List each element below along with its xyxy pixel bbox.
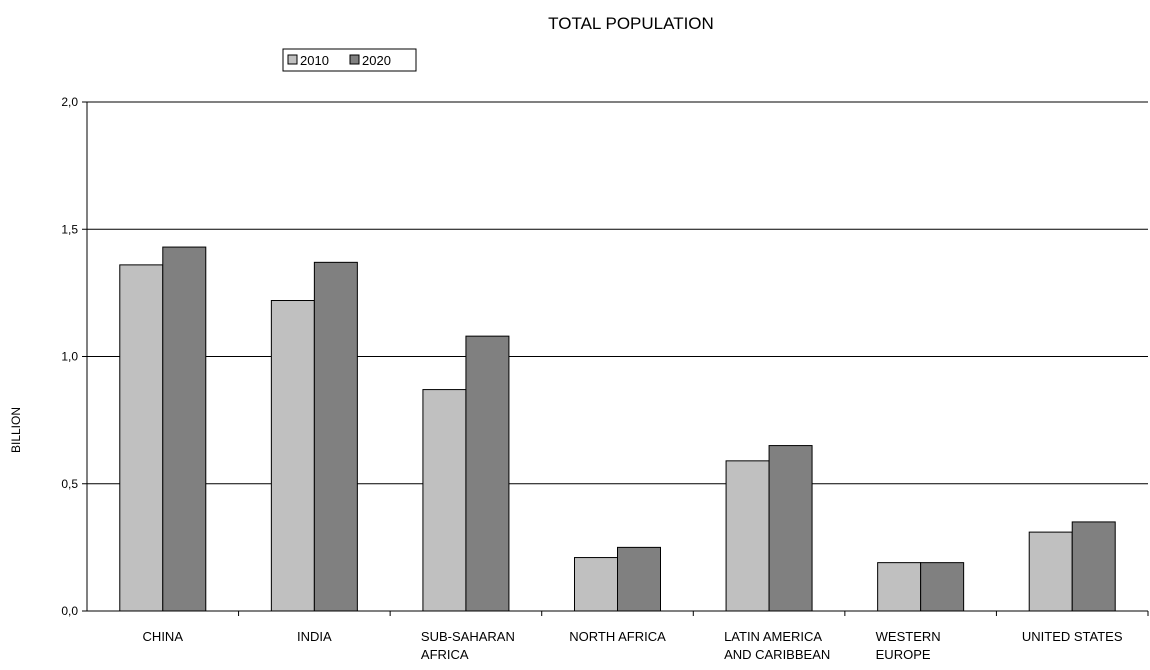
x-tick-label: NORTH AFRICA — [569, 629, 666, 644]
x-tick-label: UNITED STATES — [1022, 629, 1123, 644]
legend-swatch-2010 — [287, 54, 298, 65]
legend: 2010 2020 — [282, 48, 417, 72]
x-tick-labels: CHINA INDIA SUB-SAHARAN AFRICA NORTH AFRICA L… — [143, 629, 1123, 662]
y-tick-label: 0,5 — [61, 477, 78, 491]
legend-label-2020: 2020 — [362, 53, 391, 68]
bar-2020 — [617, 546, 661, 612]
y-tick-label: 0,0 — [61, 604, 78, 618]
y-tick-label: 1,5 — [61, 222, 78, 236]
legend-label-2010: 2010 — [300, 53, 329, 68]
x-tick-label: LATIN AMERICA AND CARIBBEAN — [724, 629, 830, 662]
x-tick-label: INDIA — [297, 629, 332, 644]
bar-2010 — [119, 264, 164, 612]
x-tick-label: CHINA — [143, 629, 184, 644]
legend-swatch-2020 — [349, 54, 360, 65]
y-tick-label: 2,0 — [61, 95, 78, 109]
bars — [119, 246, 1116, 612]
bar-2020 — [920, 562, 965, 612]
y-tick-labels: 0,0 0,5 1,0 1,5 2,0 — [61, 95, 78, 618]
axes — [82, 101, 1149, 616]
bar-2010 — [422, 389, 467, 612]
bar-2020 — [313, 261, 358, 612]
x-tick-label: SUB-SAHARAN AFRICA — [421, 629, 515, 662]
bar-2010 — [877, 562, 922, 612]
bar-2010 — [725, 460, 770, 612]
bar-2020 — [1071, 521, 1116, 612]
gridlines — [87, 101, 1148, 485]
bar-2020 — [465, 335, 510, 612]
bar-2020 — [162, 246, 207, 612]
x-tick-label: WESTERN EUROPE — [876, 629, 941, 662]
bar-2010 — [574, 557, 618, 612]
y-tick-label: 1,0 — [61, 350, 78, 364]
bar-2010 — [270, 300, 315, 612]
bar-2020 — [768, 445, 813, 612]
y-axis-label: BILLION — [9, 407, 23, 453]
bar-2010 — [1028, 531, 1073, 612]
chart-title: TOTAL POPULATION — [548, 14, 714, 33]
